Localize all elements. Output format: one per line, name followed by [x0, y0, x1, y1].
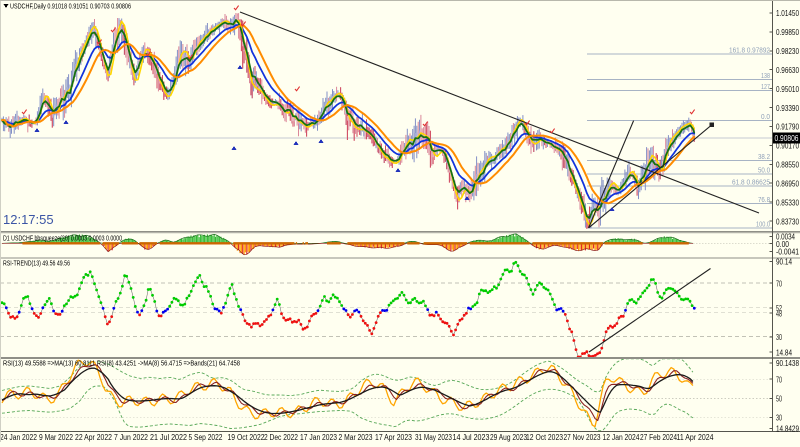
svg-text:14 Jul 2023: 14 Jul 2023 — [453, 433, 490, 442]
svg-text:70: 70 — [776, 375, 782, 384]
svg-text:61.8 0.86625: 61.8 0.86625 — [732, 178, 770, 187]
svg-text:9 Mar 2022: 9 Mar 2022 — [39, 433, 73, 442]
svg-text:76.8: 76.8 — [758, 195, 770, 204]
svg-text:22 Apr 2022: 22 Apr 2022 — [75, 433, 112, 442]
svg-text:161.8 0.97892: 161.8 0.97892 — [729, 45, 770, 54]
svg-text:100.0: 100.0 — [756, 220, 770, 229]
svg-text:0.86950: 0.86950 — [776, 179, 800, 188]
svg-text:0.99850: 0.99850 — [776, 28, 800, 37]
svg-text:0.00: 0.00 — [776, 240, 790, 249]
svg-text:0.0034: 0.0034 — [776, 233, 796, 242]
svg-text:138: 138 — [761, 71, 770, 80]
svg-text:5 Sep 2022: 5 Sep 2022 — [189, 433, 223, 442]
svg-text:30: 30 — [776, 333, 782, 342]
svg-text:50.0: 50.0 — [758, 166, 770, 175]
svg-text:12:17:55: 12:17:55 — [3, 212, 54, 227]
svg-text:48: 48 — [776, 309, 782, 318]
svg-text:27 Feb 2024: 27 Feb 2024 — [640, 433, 678, 442]
svg-text:50: 50 — [776, 395, 782, 404]
svg-text:21 Jul 2022: 21 Jul 2022 — [150, 433, 187, 442]
svg-text:7 Jun 2022: 7 Jun 2022 — [114, 433, 148, 442]
svg-text:29 Aug 2023: 29 Aug 2023 — [490, 433, 527, 442]
svg-text:14.8429: 14.8429 — [776, 425, 799, 434]
svg-text:0.91790: 0.91790 — [776, 123, 800, 132]
svg-text:RSI(13) 49.5588 =>MA(13) 60.8: RSI(13) 49.5588 =>MA(13) 60.8111 RSI(8) … — [3, 361, 240, 368]
svg-text:0.93390: 0.93390 — [776, 104, 800, 113]
svg-text:70: 70 — [776, 279, 782, 288]
svg-text:11 Apr 2024: 11 Apr 2024 — [677, 433, 715, 442]
svg-text:14.84: 14.84 — [776, 348, 793, 357]
svg-text:0.0: 0.0 — [761, 112, 770, 121]
svg-text:90.14: 90.14 — [776, 258, 793, 267]
svg-text:0.90806: 0.90806 — [775, 134, 799, 143]
svg-text:0.95010: 0.95010 — [776, 85, 800, 94]
svg-text:17 Apr 2023: 17 Apr 2023 — [375, 433, 412, 442]
svg-text:17 Jan 2023: 17 Jan 2023 — [300, 433, 337, 442]
svg-text:27 Nov 2023: 27 Nov 2023 — [564, 433, 601, 442]
svg-text:31 May 2023: 31 May 2023 — [415, 433, 452, 442]
svg-text:2 Mar 2023: 2 Mar 2023 — [339, 433, 373, 442]
svg-text:127: 127 — [761, 82, 770, 91]
svg-text:12 Oct 2023: 12 Oct 2023 — [526, 433, 563, 442]
svg-text:90.1438: 90.1438 — [776, 359, 799, 368]
svg-text:0.96630: 0.96630 — [776, 66, 800, 75]
svg-text:12 Jan 2024: 12 Jan 2024 — [603, 433, 641, 442]
svg-text:2 Dec 2022: 2 Dec 2022 — [264, 433, 298, 442]
svg-text:RSI-TREND(13) 49.56 49.56: RSI-TREND(13) 49.56 49.56 — [3, 261, 70, 268]
svg-text:24 Jan 2022: 24 Jan 2022 — [0, 433, 37, 442]
svg-text:38.2: 38.2 — [758, 152, 770, 161]
svg-text:USDCHF,Daily 0.91018 0.91051: USDCHF,Daily 0.91018 0.91051 0.90703 0.9… — [10, 4, 131, 11]
svg-text:1.01450: 1.01450 — [776, 9, 800, 18]
svg-text:-0.0041: -0.0041 — [776, 248, 799, 257]
svg-text:30: 30 — [776, 414, 782, 423]
svg-text:0.90170: 0.90170 — [776, 142, 800, 151]
svg-text:0.85330: 0.85330 — [776, 198, 800, 207]
svg-text:0.83730: 0.83730 — [776, 217, 800, 226]
svg-text:0.88550: 0.88550 — [776, 161, 800, 170]
svg-text:52: 52 — [776, 304, 782, 313]
svg-text:D1 USDCHF bbsqueeze(20) 0.0003: D1 USDCHF bbsqueeze(20) 0.0003 0.0003 0.… — [3, 236, 122, 243]
svg-text:19 Oct 2022: 19 Oct 2022 — [228, 433, 265, 442]
svg-text:0.98230: 0.98230 — [776, 47, 800, 56]
